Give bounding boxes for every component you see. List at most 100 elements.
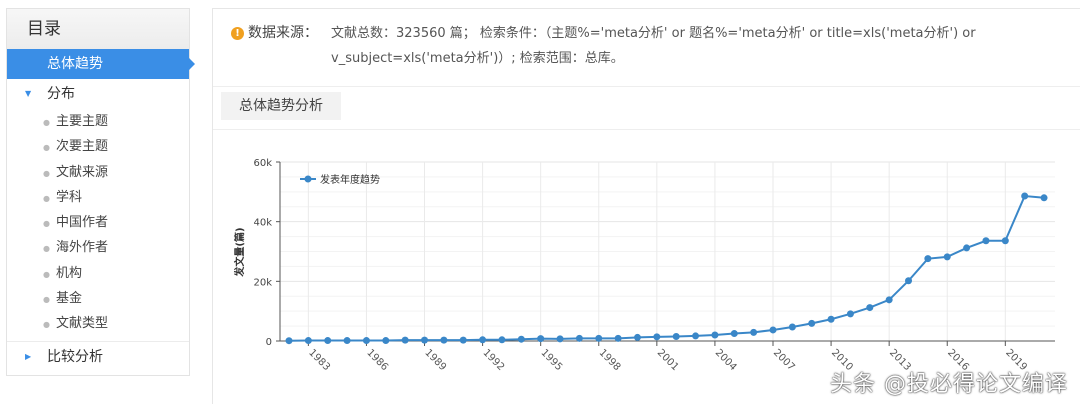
bullet-icon: ● bbox=[43, 143, 50, 153]
data-point bbox=[343, 337, 351, 345]
x-tick-label: 1998 bbox=[597, 347, 623, 373]
data-point bbox=[304, 337, 312, 345]
x-tick-label: 1992 bbox=[480, 347, 506, 373]
sidebar-title: 目录 bbox=[7, 9, 189, 49]
data-point bbox=[1021, 192, 1029, 200]
data-point bbox=[866, 304, 874, 312]
data-point bbox=[730, 330, 738, 338]
sidebar-item[interactable]: ● 次要主题 bbox=[7, 134, 189, 159]
sidebar-item[interactable]: ● 文献来源 bbox=[7, 160, 189, 185]
data-point bbox=[421, 336, 429, 344]
x-tick-label: 1989 bbox=[422, 347, 448, 373]
bullet-icon: ● bbox=[43, 295, 50, 305]
data-point bbox=[324, 337, 332, 345]
info-label: 数据来源： bbox=[248, 25, 318, 41]
data-point bbox=[846, 310, 854, 318]
sidebar-item-label: 文献类型 bbox=[55, 316, 108, 332]
legend-label: 发表年度趋势 bbox=[320, 173, 380, 186]
data-point bbox=[382, 337, 390, 345]
data-point bbox=[982, 237, 990, 245]
sidebar-item[interactable]: ● 机构 bbox=[7, 261, 189, 286]
data-point bbox=[1001, 237, 1009, 245]
data-point bbox=[537, 335, 545, 343]
data-point bbox=[556, 335, 564, 343]
data-point bbox=[808, 319, 816, 327]
divider bbox=[7, 340, 189, 342]
data-point bbox=[750, 328, 758, 336]
data-point bbox=[575, 334, 583, 342]
data-point bbox=[401, 336, 409, 344]
data-point bbox=[924, 255, 932, 263]
sidebar-item[interactable]: ● 学科 bbox=[7, 185, 189, 210]
data-point bbox=[498, 336, 506, 344]
bullet-icon: ● bbox=[43, 244, 50, 254]
bullet-icon: ● bbox=[43, 168, 50, 178]
data-point bbox=[963, 244, 971, 252]
bullet-icon: ● bbox=[43, 219, 50, 229]
data-point bbox=[672, 333, 680, 341]
x-tick-label: 2007 bbox=[771, 347, 797, 373]
sidebar-group-distribution[interactable]: ▼ 分布 bbox=[7, 79, 189, 109]
data-point bbox=[905, 277, 913, 285]
sidebar-item[interactable]: ● 海外作者 bbox=[7, 235, 189, 260]
data-point bbox=[633, 333, 641, 341]
data-point bbox=[285, 337, 293, 345]
data-point bbox=[459, 336, 467, 344]
sidebar-item[interactable]: ● 中国作者 bbox=[7, 210, 189, 235]
data-point bbox=[1040, 194, 1048, 202]
sidebar-item[interactable]: ● 基金 bbox=[7, 286, 189, 311]
sidebar-group-compare[interactable]: ▶ 比较分析 bbox=[7, 342, 189, 372]
data-point bbox=[943, 253, 951, 261]
sidebar-item-overall-trend[interactable]: 总体趋势 bbox=[7, 49, 195, 79]
sidebar-item-label: 主要主题 bbox=[55, 114, 108, 129]
caret-down-icon: ▼ bbox=[25, 89, 32, 98]
y-tick-label: 40k bbox=[253, 218, 272, 229]
caret-right-icon: ▶ bbox=[25, 351, 32, 361]
data-point bbox=[517, 335, 525, 343]
data-point bbox=[885, 296, 893, 304]
y-tick-label: 60k bbox=[253, 158, 272, 169]
info-text: 文献总数：323560 篇； 检索条件：（主题%='meta分析' or 题名%… bbox=[331, 26, 976, 66]
sidebar-item[interactable]: ● 文献类型 bbox=[7, 311, 189, 336]
divider bbox=[213, 86, 1080, 87]
x-tick-label: 1983 bbox=[306, 347, 332, 373]
main-panel: ! 数据来源： 文献总数：323560 篇； 检索条件：（主题%='meta分析'… bbox=[212, 8, 1080, 404]
data-point bbox=[440, 336, 448, 344]
data-point bbox=[595, 334, 603, 342]
series-line bbox=[288, 194, 1045, 342]
bullet-icon: ● bbox=[43, 269, 50, 279]
x-tick-label: 1995 bbox=[539, 347, 565, 373]
data-point bbox=[653, 333, 661, 341]
sidebar-item-label: 文献来源 bbox=[55, 164, 108, 180]
data-point bbox=[788, 323, 796, 331]
sidebar-item[interactable]: ● 主要主题 bbox=[7, 109, 189, 134]
x-tick-label: 2001 bbox=[655, 347, 681, 373]
data-point bbox=[362, 337, 370, 345]
sidebar-item-label: 海外作者 bbox=[55, 240, 108, 256]
group-label: 分布 bbox=[47, 86, 75, 102]
data-point bbox=[614, 334, 622, 342]
legend-marker bbox=[304, 175, 312, 183]
sidebar: 目录 总体趋势 ▼ 分布 ● 主要主题 ● 次要主题 ● 文献来源 ● 学科 ● 中国作者 ● 海外作者… bbox=[6, 8, 195, 376]
sidebar-item-label: 中国作者 bbox=[55, 215, 108, 231]
data-point bbox=[692, 332, 700, 340]
y-tick-label: 0 bbox=[266, 337, 272, 348]
sidebar-item-label: 次要主题 bbox=[55, 139, 108, 155]
bullet-icon: ● bbox=[43, 193, 50, 203]
x-tick-label: 2004 bbox=[713, 347, 739, 373]
data-point bbox=[479, 336, 487, 344]
watermark: 头条 @投必得论文编译 bbox=[830, 372, 1068, 397]
data-point bbox=[827, 315, 835, 323]
data-point bbox=[769, 326, 777, 334]
warning-icon: ! bbox=[231, 27, 244, 40]
sidebar-item-label: 学科 bbox=[55, 189, 82, 205]
bullet-icon: ● bbox=[43, 320, 50, 330]
group-label: 比较分析 bbox=[47, 348, 103, 365]
sidebar-item-label: 机构 bbox=[55, 265, 82, 281]
bullet-icon: ● bbox=[43, 118, 50, 127]
y-axis-label: 发文量(篇) bbox=[233, 227, 246, 277]
sidebar-item-label: 基金 bbox=[55, 291, 82, 307]
tab-overall-trend-analysis[interactable]: 总体趋势分析 bbox=[221, 92, 341, 120]
data-point bbox=[711, 331, 719, 339]
